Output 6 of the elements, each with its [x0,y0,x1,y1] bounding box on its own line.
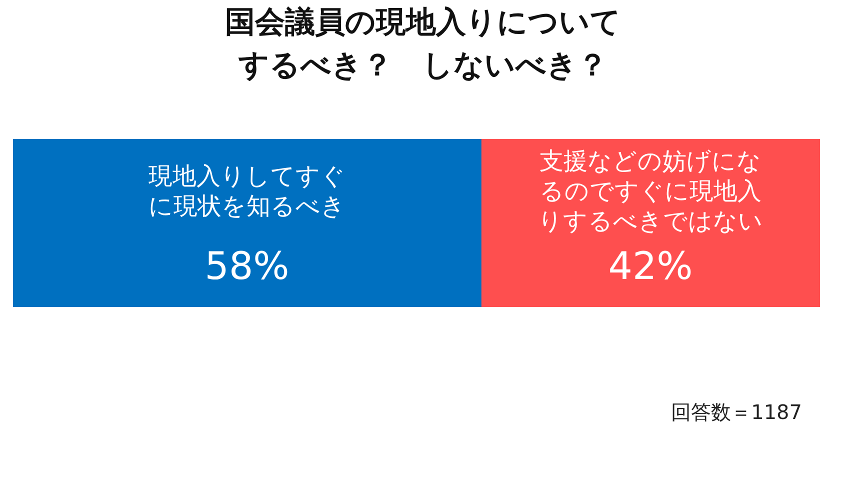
chart-title: 国会議員の現地入りについてするべき？ しないべき？ [225,4,621,83]
series-label: 現地入りしてすぐに現状を知るべき [148,162,346,220]
series-label: 支援などの妨げになるのですぐに現地入りするべきではない [538,146,764,235]
data-label: 42% [608,244,693,288]
data-label: 58% [204,244,290,288]
text: 回答数＝1187 [671,400,802,424]
